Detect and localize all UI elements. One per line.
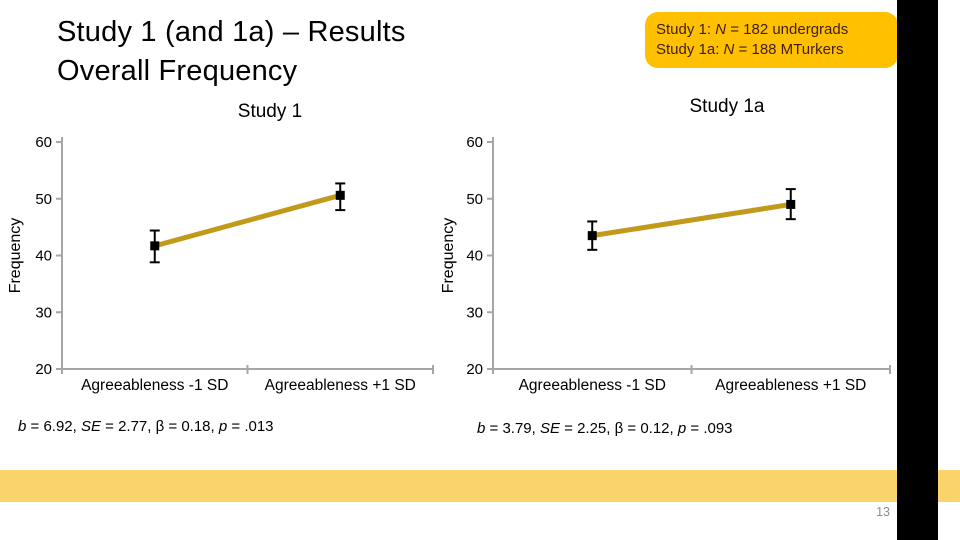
note-box: Study 1: N = 182 undergrads Study 1a: N … [645,12,898,68]
chart-study1a: 20 30 40 50 60 Frequency Agreeableness -1 SD Ag… [440,134,891,394]
x-category-label: Agreeableness -1 SD [81,377,228,394]
data-point-marker [587,231,597,241]
y-tick-label: 60 [466,134,483,151]
stats-study1: b = 6.92, SE = 2.77, β = 0.18, p = .013 [18,418,274,435]
data-point-marker [150,241,160,251]
y-tick-label: 30 [466,304,483,321]
y-axis-title: Frequency [7,218,24,294]
y-tick-label: 40 [35,248,52,265]
data-line [591,201,792,239]
x-category-label: Agreeableness +1 SD [265,377,416,394]
y-tick-label: 60 [35,134,52,151]
right-black-bar [897,0,938,540]
slide-title-line1: Study 1 (and 1a) – Results [57,16,406,48]
y-tick-label: 20 [466,361,483,378]
y-tick-label: 50 [466,191,483,208]
chart-title-study1: Study 1 [237,101,303,122]
italic-n: N [723,41,735,58]
note-box-line1: Study 1: N = 182 undergrads [656,21,849,38]
y-tick-label: 30 [35,304,52,321]
slide-title: Study 1 (and 1a) – Results Overall Frequ… [57,13,406,91]
y-tick-label: 50 [35,191,52,208]
footer-accent-band [0,470,960,502]
chart-title-study1a: Study 1a [689,96,765,117]
y-axis-title: Frequency [440,218,457,294]
stats-study1a: b = 3.79, SE = 2.25, β = 0.12, p = .093 [477,420,733,437]
data-point-marker [335,190,345,200]
italic-n: N [715,21,727,38]
note-box-line2: Study 1a: N = 188 MTurkers [656,41,844,58]
slide-title-line2: Overall Frequency [57,55,298,87]
chart-study1: 20 30 40 50 60 Frequency Agreeableness -1 SD Ag… [7,134,434,394]
x-category-label: Agreeableness -1 SD [519,377,666,394]
y-tick-label: 40 [466,248,483,265]
y-tick-label: 20 [35,361,52,378]
data-line [154,192,341,249]
data-point-marker [786,199,796,209]
x-category-label: Agreeableness +1 SD [715,377,866,394]
page-number: 13 [876,505,890,519]
